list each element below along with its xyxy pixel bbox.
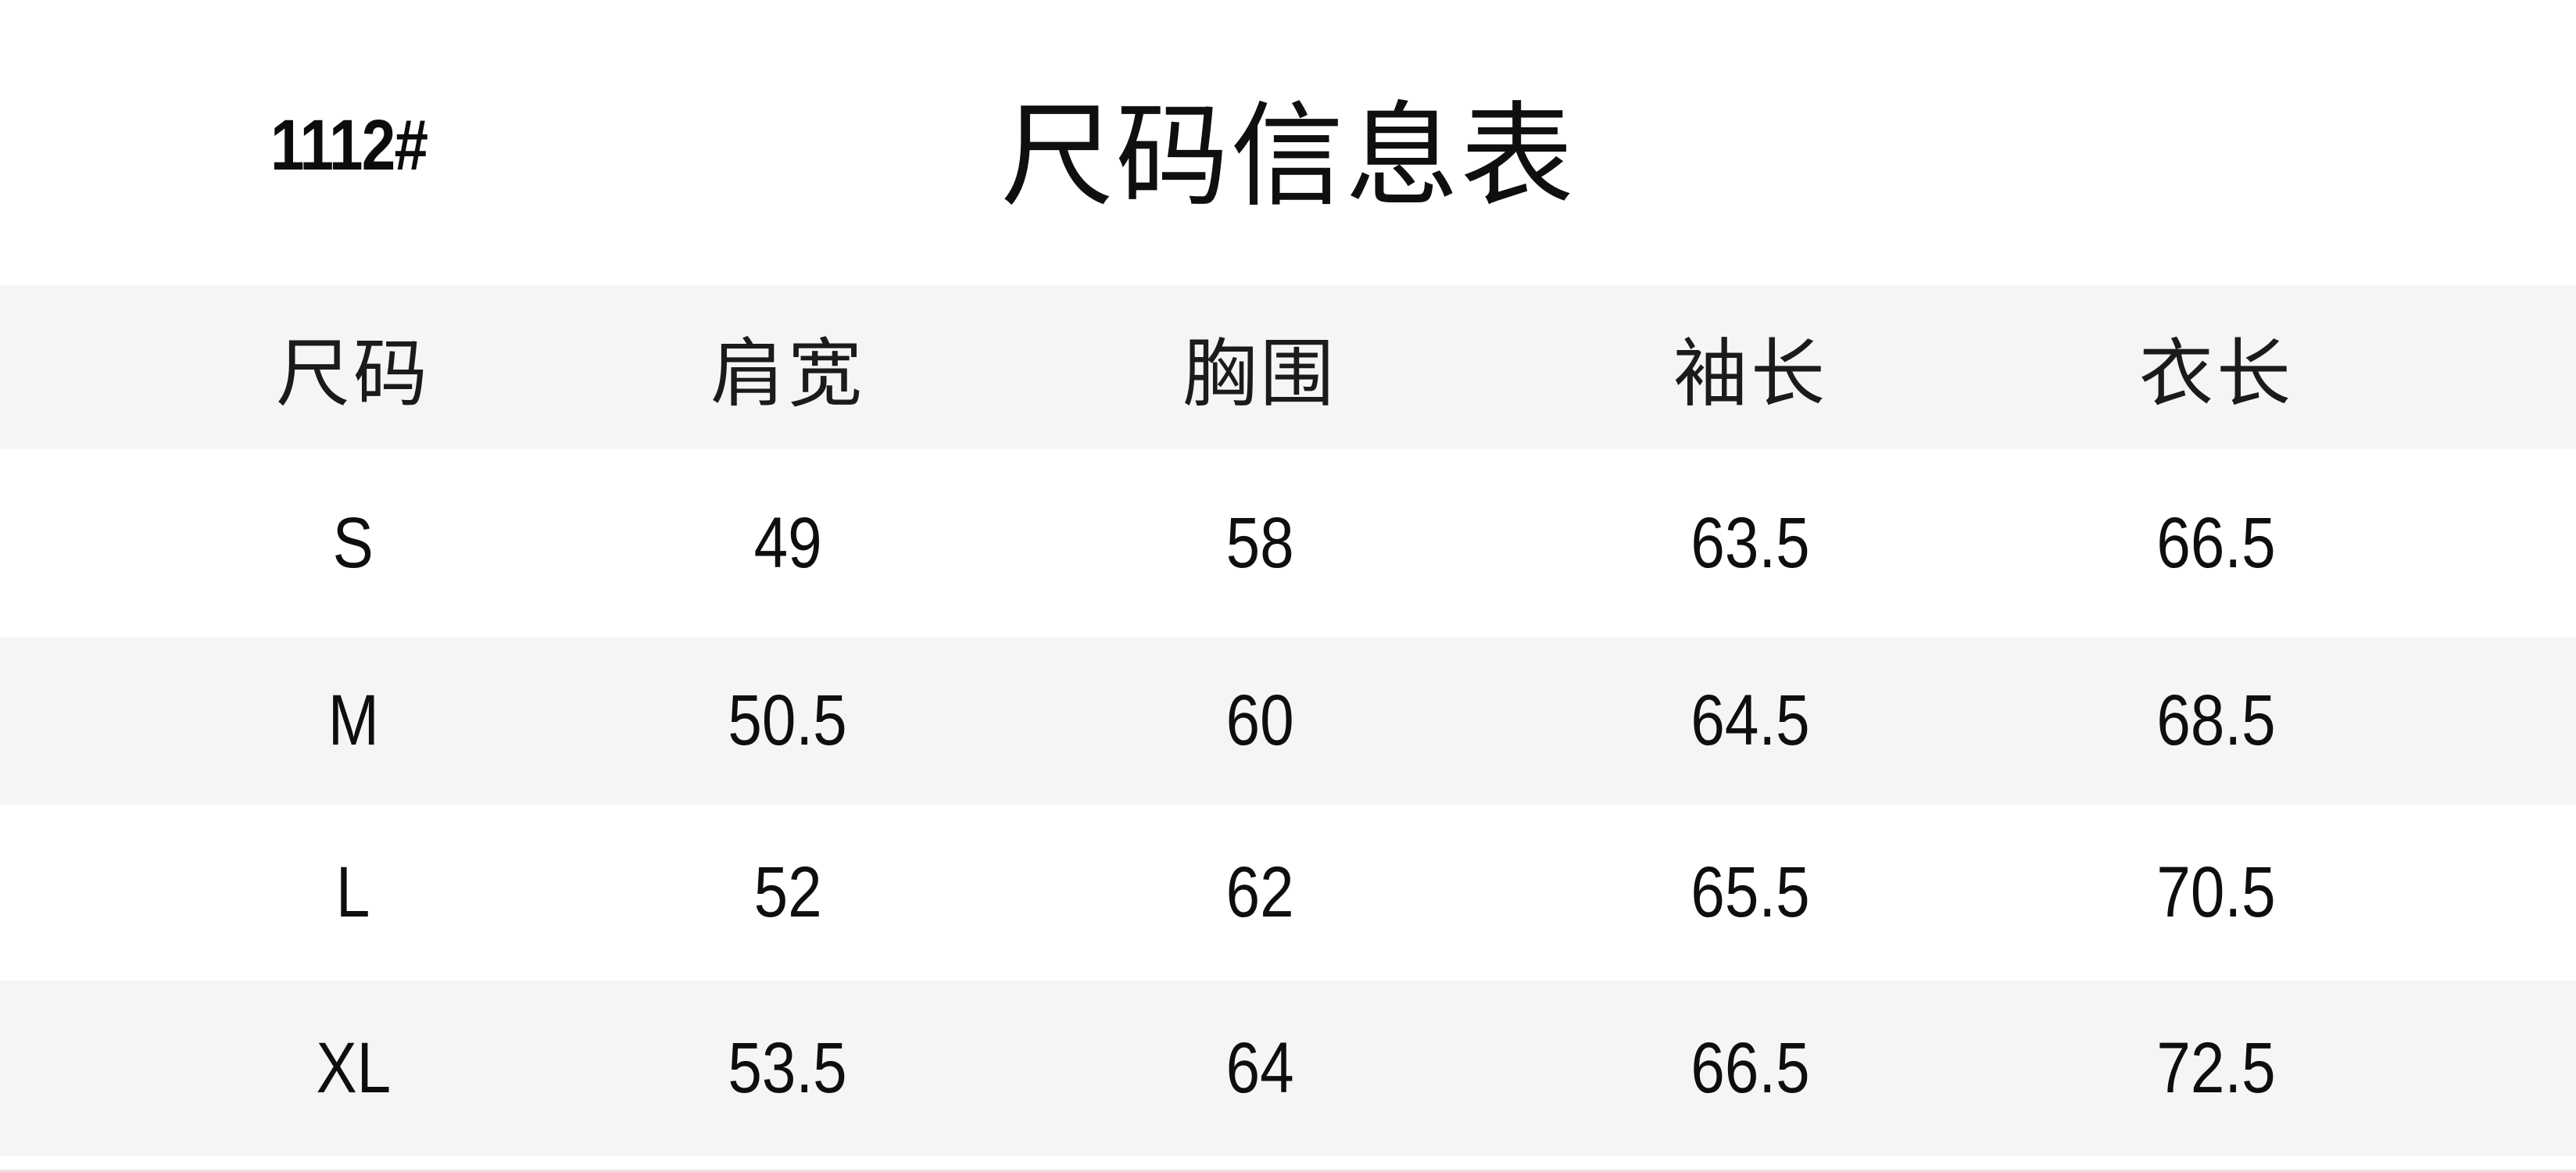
- column-header-sleeve-length: 袖长: [1673, 332, 1828, 416]
- cell-shoulder-width: 52: [753, 852, 822, 932]
- cell-sleeve-length: 65.5: [1690, 852, 1811, 932]
- cell-garment-length: 68.5: [2156, 681, 2277, 760]
- cell-shoulder-width: 53.5: [728, 1028, 848, 1108]
- table-row-l: L 52 62 65.5 70.5: [0, 805, 2576, 981]
- product-code-text: 1112#: [270, 105, 428, 185]
- cell-size: S: [332, 502, 374, 583]
- table-header-row: 尺码 肩宽 胸围 袖长 衣长: [0, 285, 2576, 449]
- table-row-m: M 50.5 60 64.5 68.5: [0, 637, 2576, 805]
- cell-chest: 60: [1225, 681, 1294, 760]
- cell-garment-length: 66.5: [2156, 502, 2277, 583]
- column-header-garment-length: 衣长: [2138, 332, 2294, 416]
- cell-sleeve-length: 63.5: [1690, 502, 1811, 583]
- cell-garment-length: 70.5: [2156, 852, 2277, 932]
- table-row-xl: XL 53.5 64 66.5 72.5: [0, 981, 2576, 1156]
- cell-chest: 58: [1225, 502, 1294, 583]
- page-title: 尺码信息表: [1000, 93, 1576, 220]
- cell-size: M: [327, 681, 379, 760]
- column-header-chest: 胸围: [1182, 332, 1337, 416]
- cell-chest: 62: [1225, 852, 1294, 932]
- cell-sleeve-length: 66.5: [1690, 1028, 1811, 1108]
- bottom-divider: [0, 1170, 2576, 1172]
- cell-shoulder-width: 50.5: [728, 681, 848, 760]
- product-code: 1112#: [270, 92, 455, 198]
- column-header-shoulder-width: 肩宽: [710, 332, 865, 416]
- cell-size: XL: [316, 1028, 391, 1108]
- cell-size: L: [336, 852, 370, 932]
- table-row-s: S 49 58 63.5 66.5: [0, 449, 2576, 637]
- cell-chest: 64: [1225, 1028, 1294, 1108]
- column-header-size: 尺码: [275, 332, 431, 416]
- cell-shoulder-width: 49: [753, 502, 822, 583]
- cell-sleeve-length: 64.5: [1690, 681, 1811, 760]
- cell-garment-length: 72.5: [2156, 1028, 2277, 1108]
